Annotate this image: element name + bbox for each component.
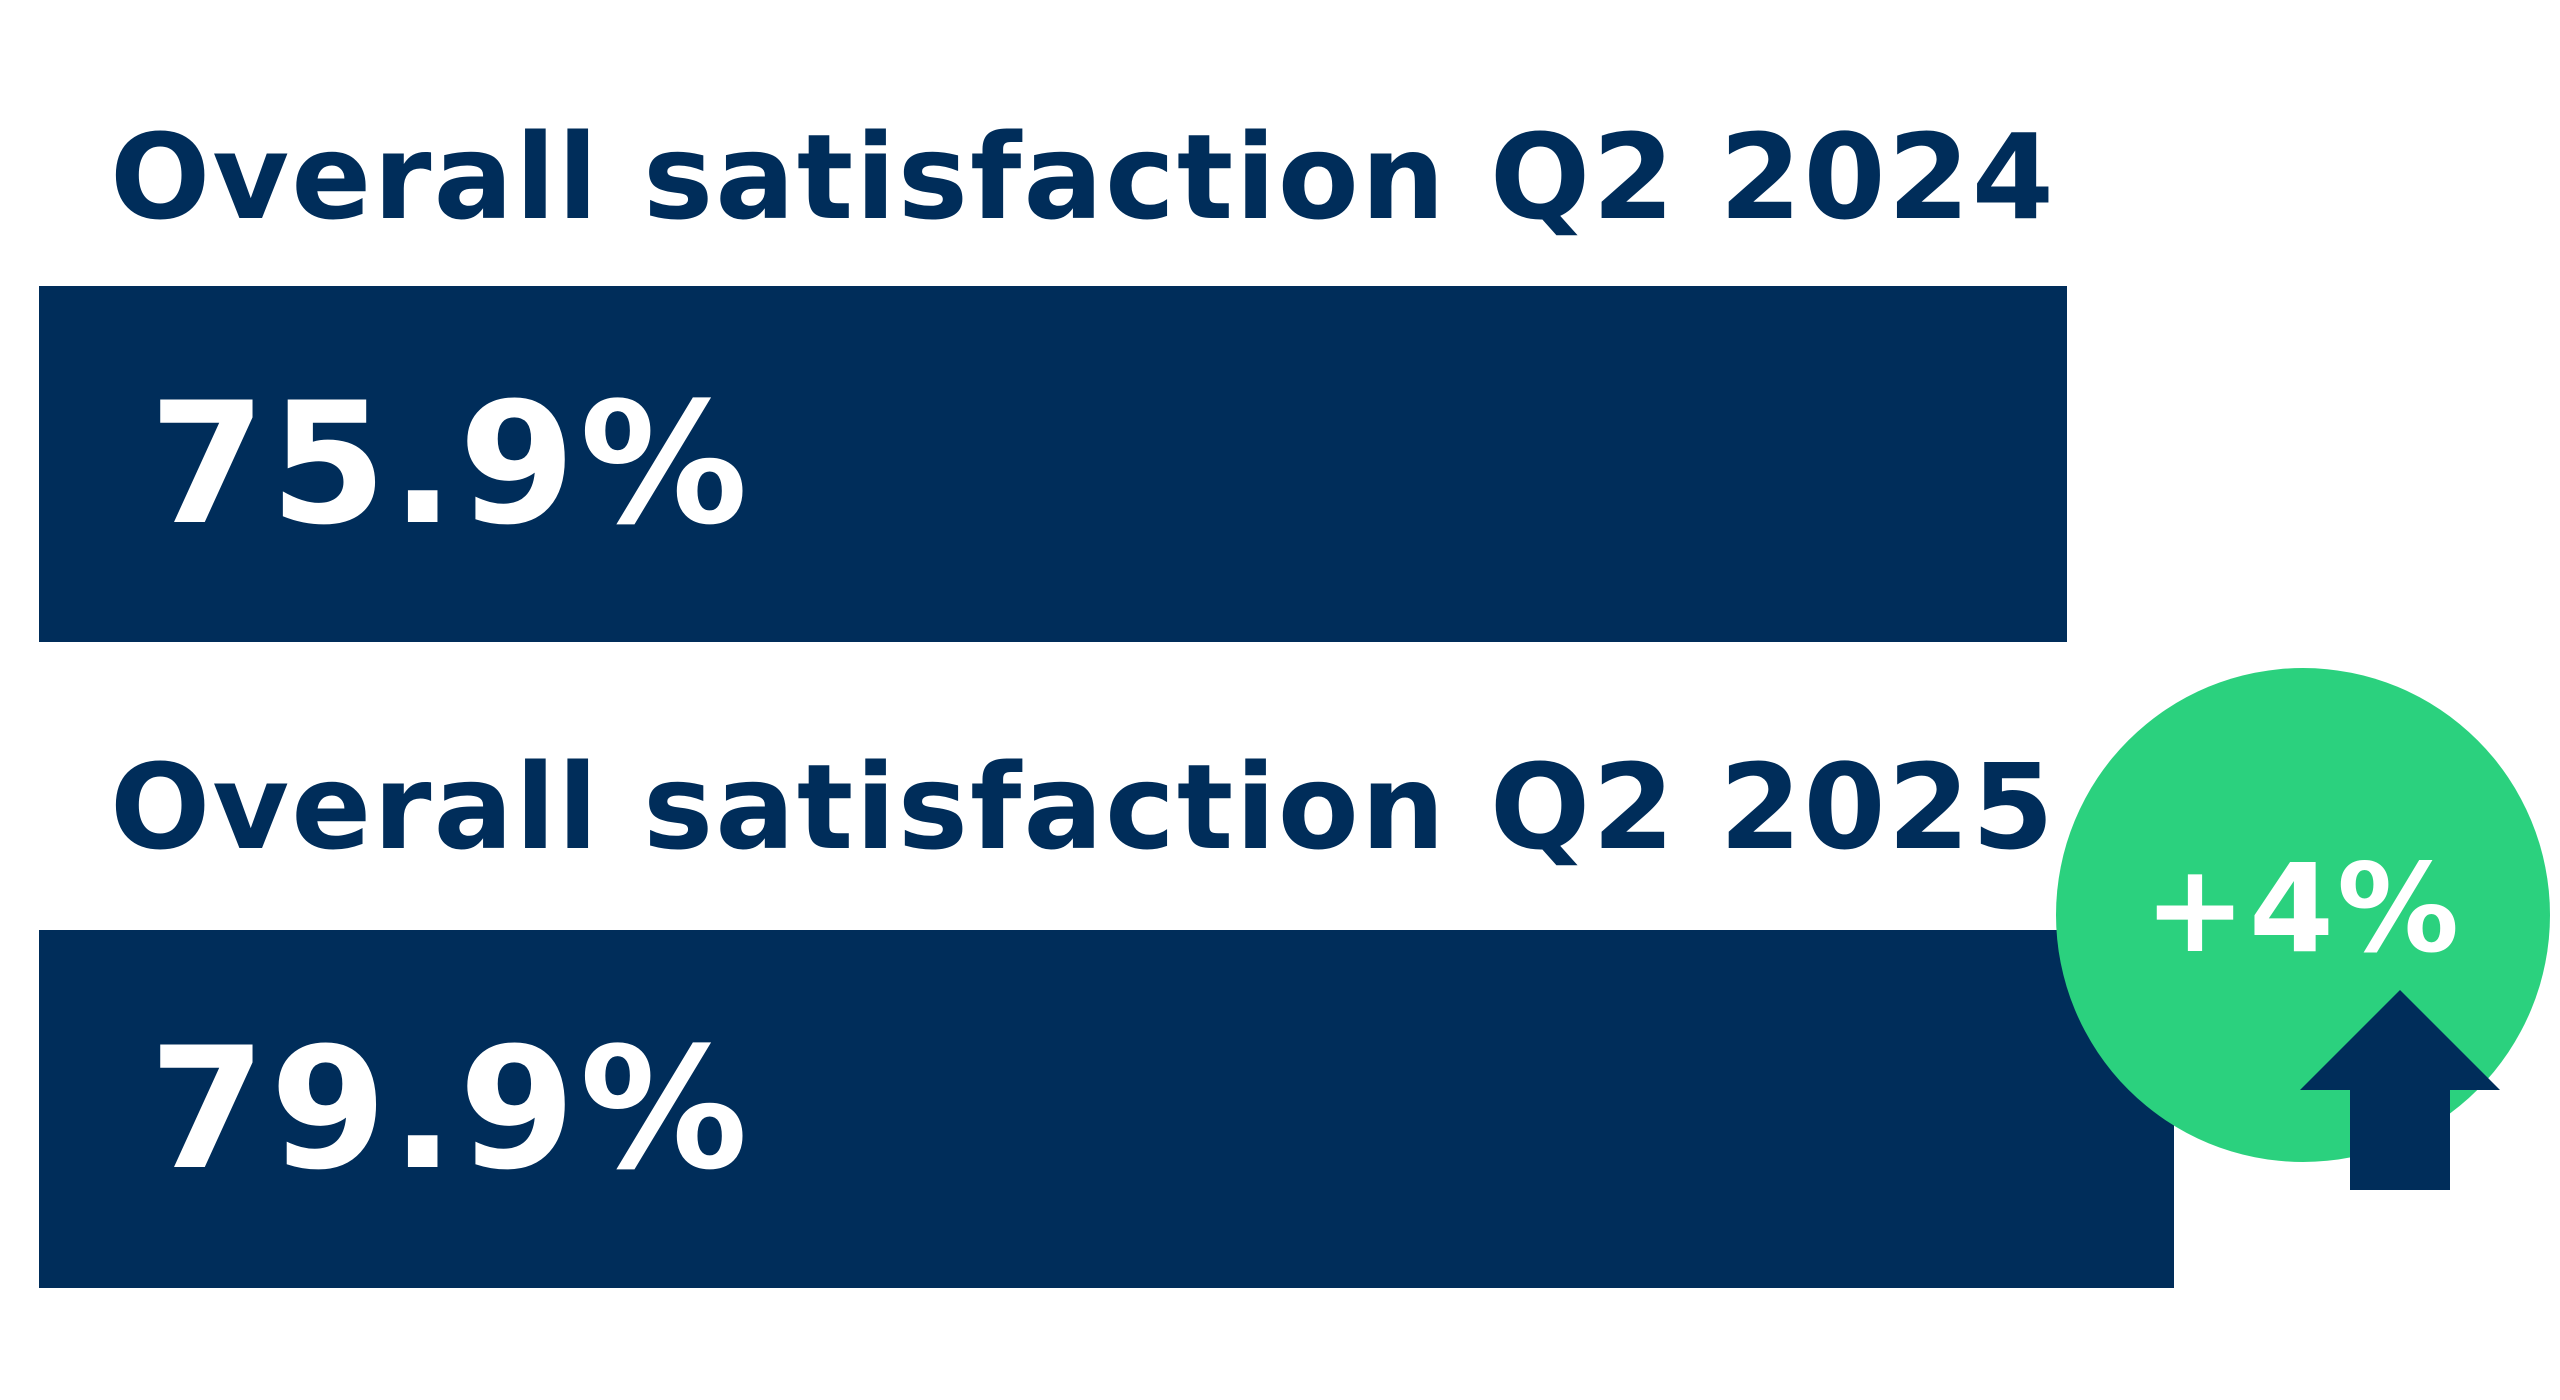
arrow-up-icon	[2300, 990, 2500, 1190]
bar-q2-2025: 79.9%	[39, 930, 2174, 1288]
change-badge-label: +4%	[2143, 838, 2463, 980]
change-badge: +4%	[2056, 668, 2550, 1162]
category-label-q2-2024: Overall satisfaction Q2 2024	[110, 108, 2056, 246]
bar-value-label-q2-2024: 75.9%	[149, 366, 752, 562]
bar-value-label-q2-2025: 79.9%	[149, 1011, 752, 1207]
category-label-q2-2025: Overall satisfaction Q2 2025	[110, 738, 2056, 876]
bar-q2-2024: 75.9%	[39, 286, 2067, 642]
